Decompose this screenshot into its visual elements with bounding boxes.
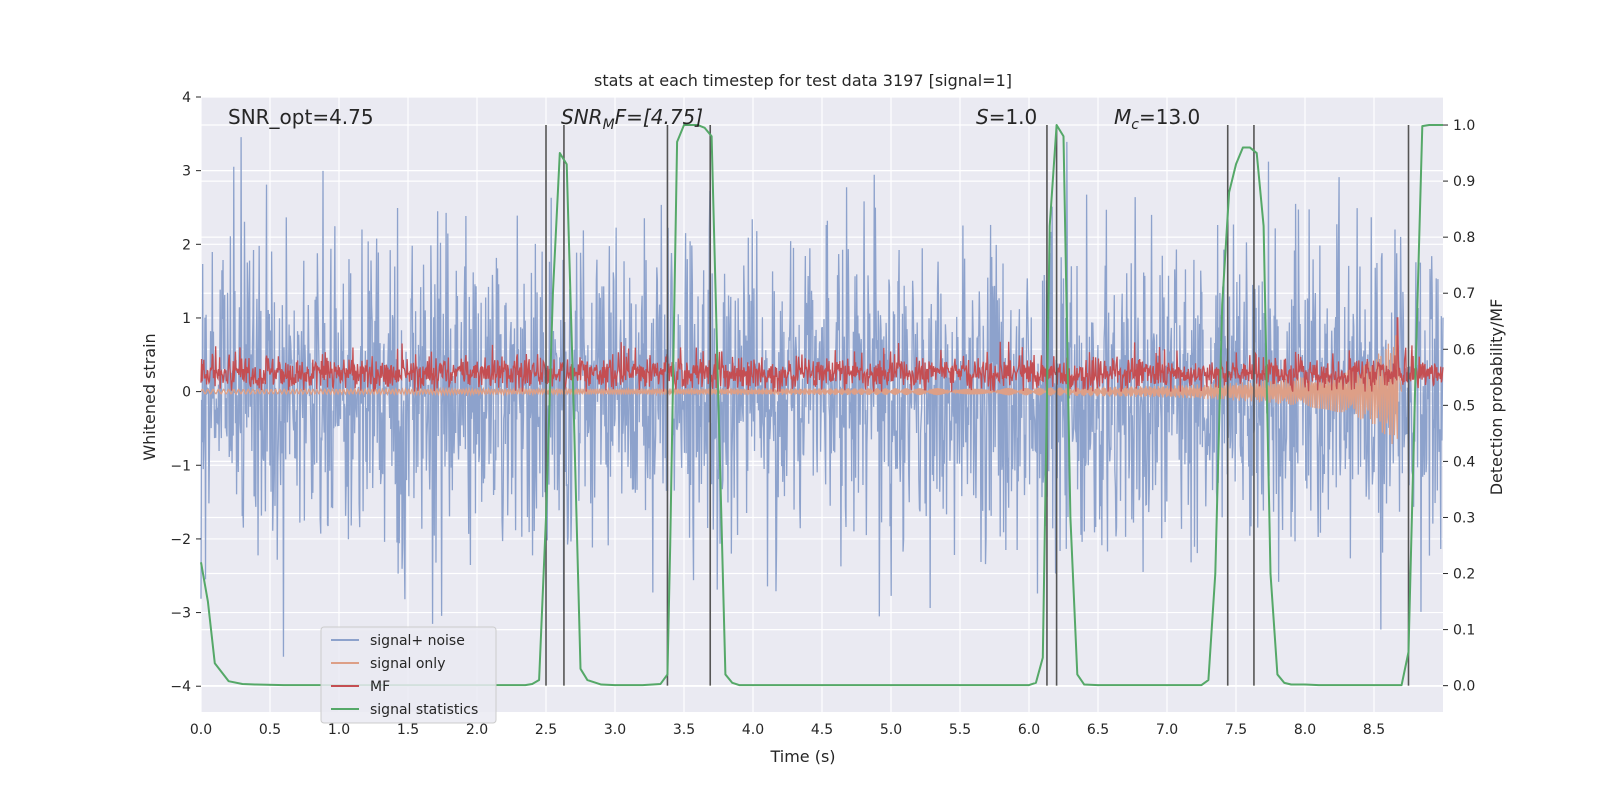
x-tick-label: 3.5 (673, 722, 695, 738)
annotation-snr-opt: SNR_opt=4.75 (228, 105, 374, 129)
y2-axis-ticks: 1.0 0.9 0.8 0.7 0.6 0.5 0.4 0.3 0.2 0.1 0.0 (1443, 118, 1475, 695)
y-tick-label: −1 (170, 458, 191, 474)
y-tick-label: −2 (170, 532, 191, 548)
x-tick-label: 0.5 (259, 722, 281, 738)
y2-tick-label: 0.7 (1453, 286, 1475, 302)
y2-tick-label: 0.4 (1453, 454, 1475, 470)
x-tick-label: 2.0 (466, 722, 488, 738)
x-tick-label: 1.0 (328, 722, 350, 738)
mf-line (200, 317, 1444, 392)
y-tick-label: 1 (182, 311, 191, 327)
y2-tick-label: 0.6 (1453, 342, 1475, 358)
annotation-s-label: S (976, 105, 989, 129)
y2-tick-label: 0.3 (1453, 510, 1475, 526)
x-tick-label: 4.5 (811, 722, 833, 738)
x-tick-label: 5.5 (949, 722, 971, 738)
annotation-snr-mf-base: SNR (561, 105, 603, 129)
x-tick-label: 4.0 (742, 722, 764, 738)
y-tick-label: −3 (170, 606, 191, 622)
x-tick-label: 7.5 (1225, 722, 1247, 738)
signal-only-line (200, 335, 1403, 445)
y-tick-label: −4 (170, 679, 191, 695)
x-tick-label: 7.0 (1156, 722, 1178, 738)
x-tick-label: 8.0 (1294, 722, 1316, 738)
signal-statistics-line (200, 124, 1443, 687)
x-axis-ticks: 0.0 0.5 1.0 1.5 2.0 2.5 3.0 3.5 4.0 4.5 5.0 5.5 6.0 6… (190, 722, 1385, 738)
y2-tick-label: 0.1 (1453, 623, 1475, 639)
annotation-snr-mf-rest: F=[4.75] (615, 105, 703, 129)
y-tick-label: 3 (182, 164, 191, 180)
x-tick-label: 8.5 (1363, 722, 1385, 738)
x-tick-label: 6.5 (1087, 722, 1109, 738)
y2-axis-label: Detection probability/MF (1487, 299, 1506, 496)
y2-tick-label: 0.9 (1453, 174, 1475, 190)
annotation-s: S=1.0 (976, 105, 1037, 129)
y-tick-label: 4 (182, 90, 191, 106)
series-mf (200, 317, 1444, 392)
y-tick-label: 2 (182, 237, 191, 253)
legend-box (320, 626, 497, 724)
legend-label-noise: signal+ noise (370, 633, 465, 649)
series-signal-only (200, 335, 1403, 445)
y2-tick-label: 0.5 (1453, 398, 1475, 414)
legend-label-signal-only: signal only (370, 656, 445, 672)
x-tick-label: 5.0 (880, 722, 902, 738)
chart-title: stats at each timestep for test data 319… (594, 71, 1012, 90)
vertical-markers (545, 125, 1410, 686)
annotation-s-value: =1.0 (989, 105, 1038, 129)
annotation-snr-mf: SNRMF=[4.75] (561, 105, 703, 133)
y-tick-label: 0 (182, 385, 191, 401)
annotation-mc-sub: c (1131, 117, 1139, 133)
y2-tick-label: 0.2 (1453, 567, 1475, 583)
annotation-snr-mf-sub: M (603, 117, 615, 133)
y-axis-label: Whitened strain (140, 333, 159, 460)
series-signal-statistics (200, 124, 1443, 687)
y-axis-ticks: 4 3 2 1 0 −1 −2 −3 −4 (170, 90, 201, 695)
legend-label-signal-statistics: signal statistics (370, 702, 478, 718)
x-tick-label: 2.5 (535, 722, 557, 738)
x-tick-label: 6.0 (1018, 722, 1040, 738)
annotation-mc-value: =13.0 (1139, 105, 1200, 129)
x-axis-label: Time (s) (769, 747, 835, 766)
legend-label-mf: MF (370, 679, 390, 695)
x-tick-label: 3.0 (604, 722, 626, 738)
x-tick-label: 0.0 (190, 722, 212, 738)
x-tick-label: 1.5 (397, 722, 419, 738)
annotation-mc-base: M (1114, 105, 1131, 129)
y2-tick-label: 0.8 (1453, 230, 1475, 246)
y2-tick-label: 1.0 (1453, 118, 1475, 134)
y2-tick-label: 0.0 (1453, 679, 1475, 695)
annotation-mc: Mc=13.0 (1114, 105, 1200, 133)
legend: signal+ noise signal only MF signal stat… (320, 626, 497, 724)
